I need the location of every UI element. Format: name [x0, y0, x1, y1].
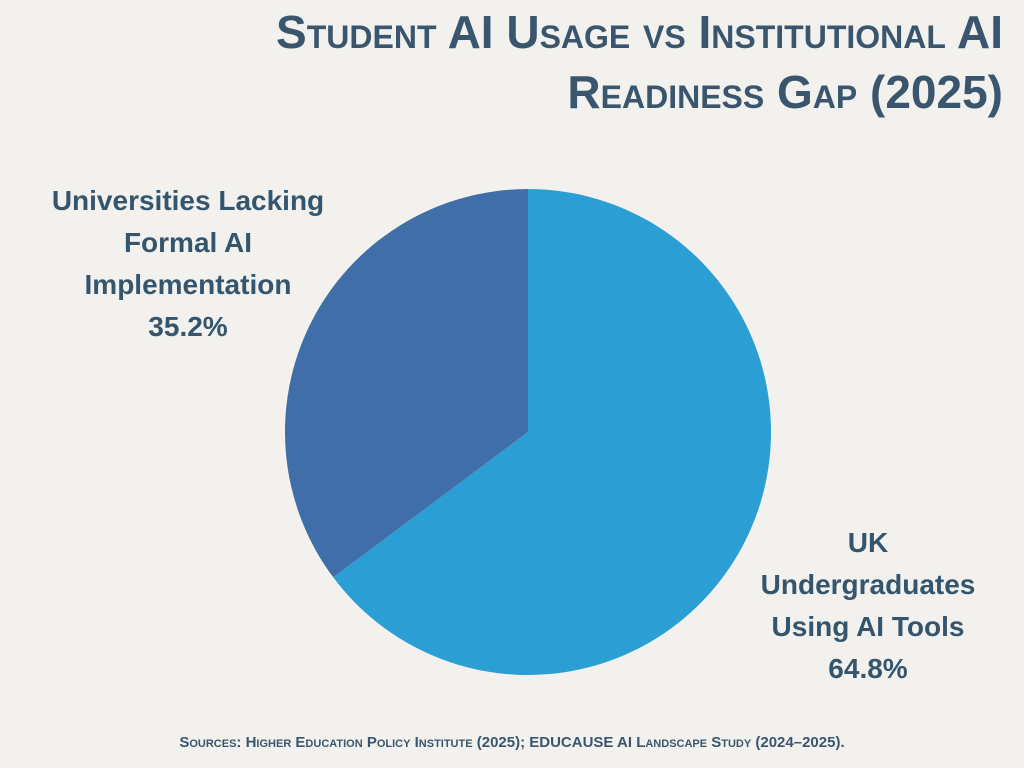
pie-slice	[333, 189, 771, 675]
pie-slice	[284, 189, 528, 578]
slice-label: UK Undergraduates Using AI Tools 64.8%	[748, 522, 988, 690]
category-label: UK Undergraduates Using AI Tools	[760, 527, 976, 642]
value-label: 64.8%	[828, 653, 908, 684]
slice-label: Universities Lacking Formal AI Implement…	[23, 180, 353, 348]
value-label: 35.2%	[148, 311, 228, 342]
chart-title: Student AI Usage vs Institutional AI Rea…	[276, 6, 1003, 118]
source-note: Sources: Higher Education Policy Institu…	[179, 734, 845, 751]
category-label: Universities Lacking Formal AI Implement…	[51, 185, 325, 300]
